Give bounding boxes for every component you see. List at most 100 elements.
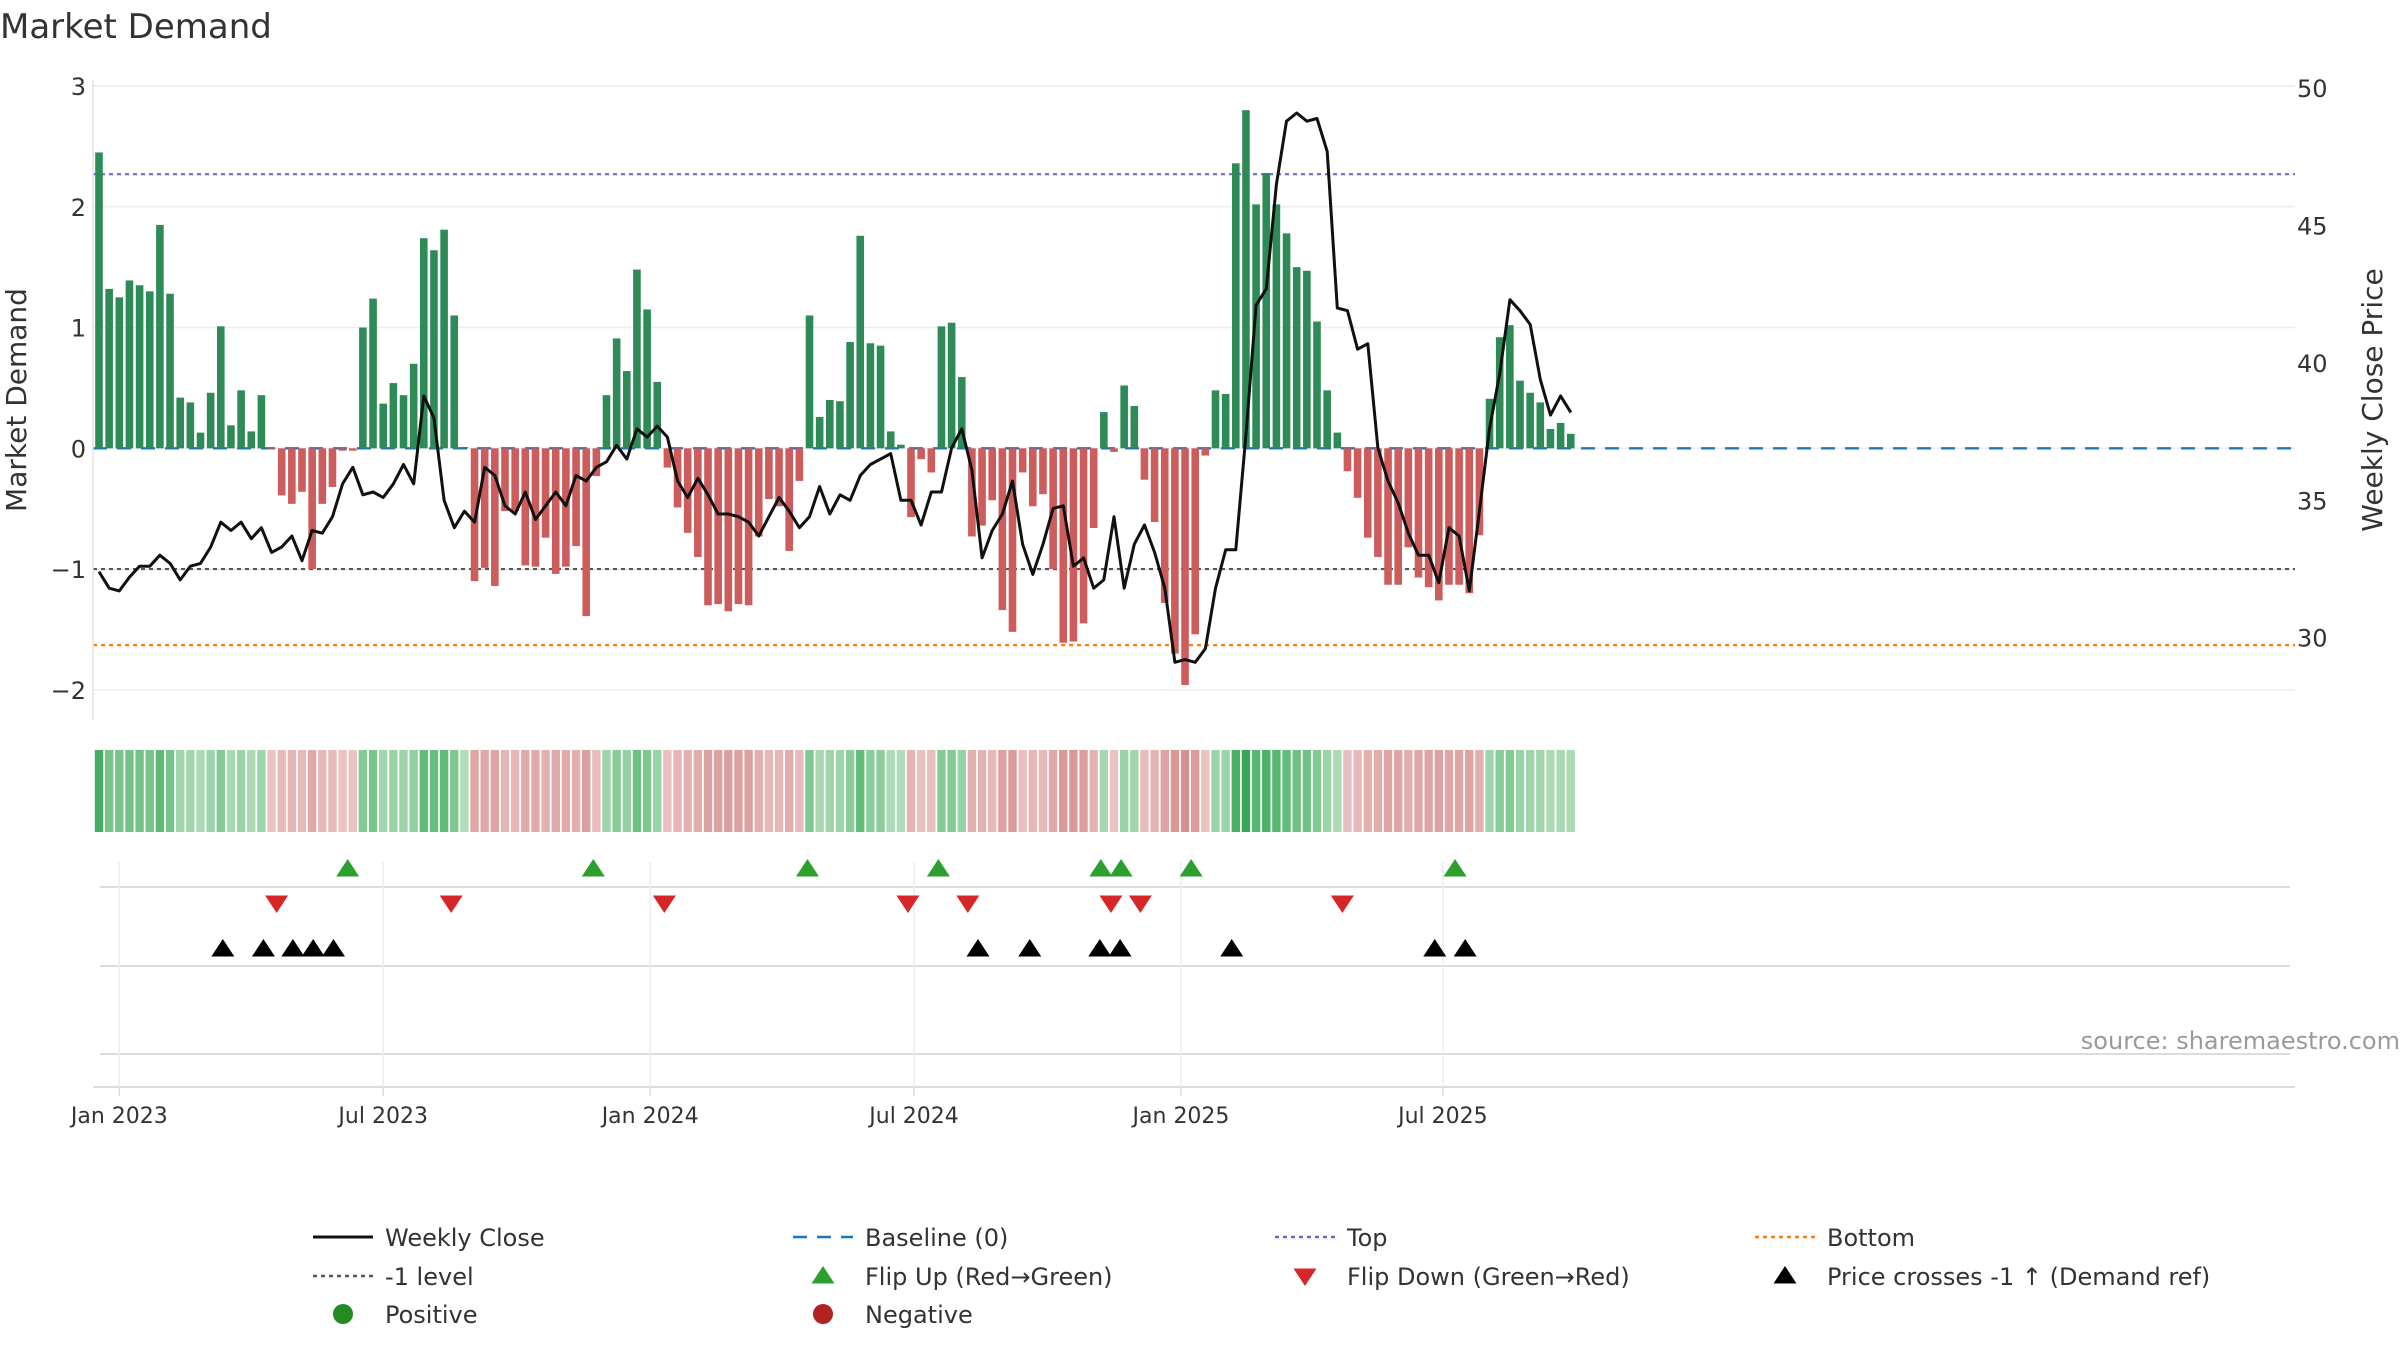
bar-positive: [1272, 204, 1281, 449]
y-axis-label: Market Demand: [0, 288, 33, 512]
y-tick-label: 2: [71, 194, 86, 222]
bar-negative: [744, 448, 753, 606]
strip-cell: [1089, 750, 1098, 832]
bar-negative: [298, 448, 306, 492]
price-cross-marker: [251, 939, 275, 957]
bar-negative: [277, 448, 286, 496]
bar-negative: [338, 448, 347, 451]
strip-cell: [663, 750, 672, 832]
strip-cell: [673, 750, 682, 832]
strip-cell: [145, 750, 154, 832]
bar-negative: [541, 448, 550, 538]
bar-positive: [409, 363, 418, 449]
strip-cell: [1008, 750, 1017, 832]
bar-positive: [856, 235, 865, 449]
legend-swatch: [811, 1266, 835, 1284]
demand-heat-strip: [94, 750, 1575, 832]
strip-cell: [957, 750, 966, 832]
strip-cell: [693, 750, 703, 832]
bar-negative: [1150, 448, 1159, 522]
bar-negative: [501, 448, 509, 512]
price-cross-marker: [301, 939, 325, 957]
flip-up-marker: [1089, 859, 1113, 877]
y-tick-label: −2: [51, 677, 86, 705]
strip-cell: [247, 750, 256, 832]
strip-cell: [1404, 750, 1413, 832]
strip-cell: [1454, 750, 1464, 832]
bar-positive: [399, 395, 408, 449]
bar-negative: [754, 448, 763, 537]
bar-positive: [643, 309, 651, 449]
strip-cell: [795, 750, 804, 832]
strip-cell: [1525, 750, 1535, 832]
bar-negative: [1029, 448, 1037, 507]
bar-positive: [602, 395, 611, 449]
bar-negative: [562, 448, 570, 567]
strip-cell: [703, 750, 713, 832]
strip-cell: [1485, 750, 1494, 832]
y-axis-ticks: −2 −1 0 1 2 3: [51, 73, 86, 705]
bar-negative: [1404, 448, 1413, 548]
strip-cell: [1109, 750, 1119, 832]
price-cross-marker: [1108, 939, 1132, 957]
bar-negative: [582, 448, 590, 617]
flip-up-markers: [336, 859, 1467, 877]
strip-cell: [1018, 750, 1027, 832]
bar-negative: [267, 448, 276, 450]
strip-cell: [1495, 750, 1504, 832]
y2-tick-label: 45: [2297, 213, 2328, 241]
price-cross-marker: [1018, 939, 1042, 957]
strip-cell: [927, 750, 936, 832]
legend-item: Negative: [813, 1301, 973, 1329]
bar-positive: [826, 400, 834, 449]
legend-label: Bottom: [1827, 1224, 1915, 1252]
bar-negative: [694, 448, 702, 557]
strip-cell: [835, 750, 845, 832]
flip-down-marker: [265, 895, 289, 913]
strip-cell: [1322, 750, 1332, 832]
bar-positive: [460, 447, 469, 449]
strip-cell: [328, 750, 337, 832]
bar-negative: [1181, 448, 1189, 685]
strip-cell: [409, 750, 418, 832]
bar-positive: [1506, 325, 1514, 449]
bar-negative: [795, 448, 804, 481]
strip-cell: [1292, 750, 1301, 832]
strip-cell: [571, 750, 581, 832]
weekly-close-series: [97, 111, 1573, 664]
bar-negative: [683, 448, 692, 533]
strip-cell: [602, 750, 611, 832]
price-cross-marker: [1088, 939, 1112, 957]
marker-rows: [93, 886, 2295, 1088]
strip-cell: [389, 750, 398, 832]
bar-positive: [95, 152, 103, 449]
strip-cell: [1170, 750, 1180, 832]
strip-cell: [1069, 750, 1078, 832]
strip-cell: [297, 750, 307, 832]
strip-cell: [622, 750, 631, 832]
price-cross-marker: [966, 939, 990, 957]
strip-cell: [104, 750, 114, 832]
bar-negative: [1140, 448, 1149, 480]
bar-positive: [836, 401, 844, 449]
strip-cell: [1465, 750, 1474, 832]
source-note: source: sharemaestro.com: [2081, 1027, 2400, 1055]
bar-positive: [257, 395, 266, 449]
strip-cell: [439, 750, 449, 832]
flip-down-marker: [1330, 895, 1354, 913]
legend-label: Flip Up (Red→Green): [865, 1263, 1113, 1291]
flip-down-marker: [1128, 895, 1152, 913]
strip-cell: [531, 750, 540, 832]
strip-cell: [1099, 750, 1109, 832]
bar-positive: [1120, 385, 1128, 449]
strip-cell: [1394, 750, 1403, 832]
strip-cell: [1424, 750, 1433, 832]
bar-positive: [145, 291, 154, 449]
bar-positive: [1242, 110, 1250, 449]
bar-positive: [1100, 412, 1108, 449]
bar-negative: [927, 448, 936, 473]
bar-negative: [775, 448, 783, 507]
strip-cell: [1028, 750, 1037, 832]
bar-negative: [1191, 448, 1199, 635]
bar-positive: [886, 431, 895, 449]
